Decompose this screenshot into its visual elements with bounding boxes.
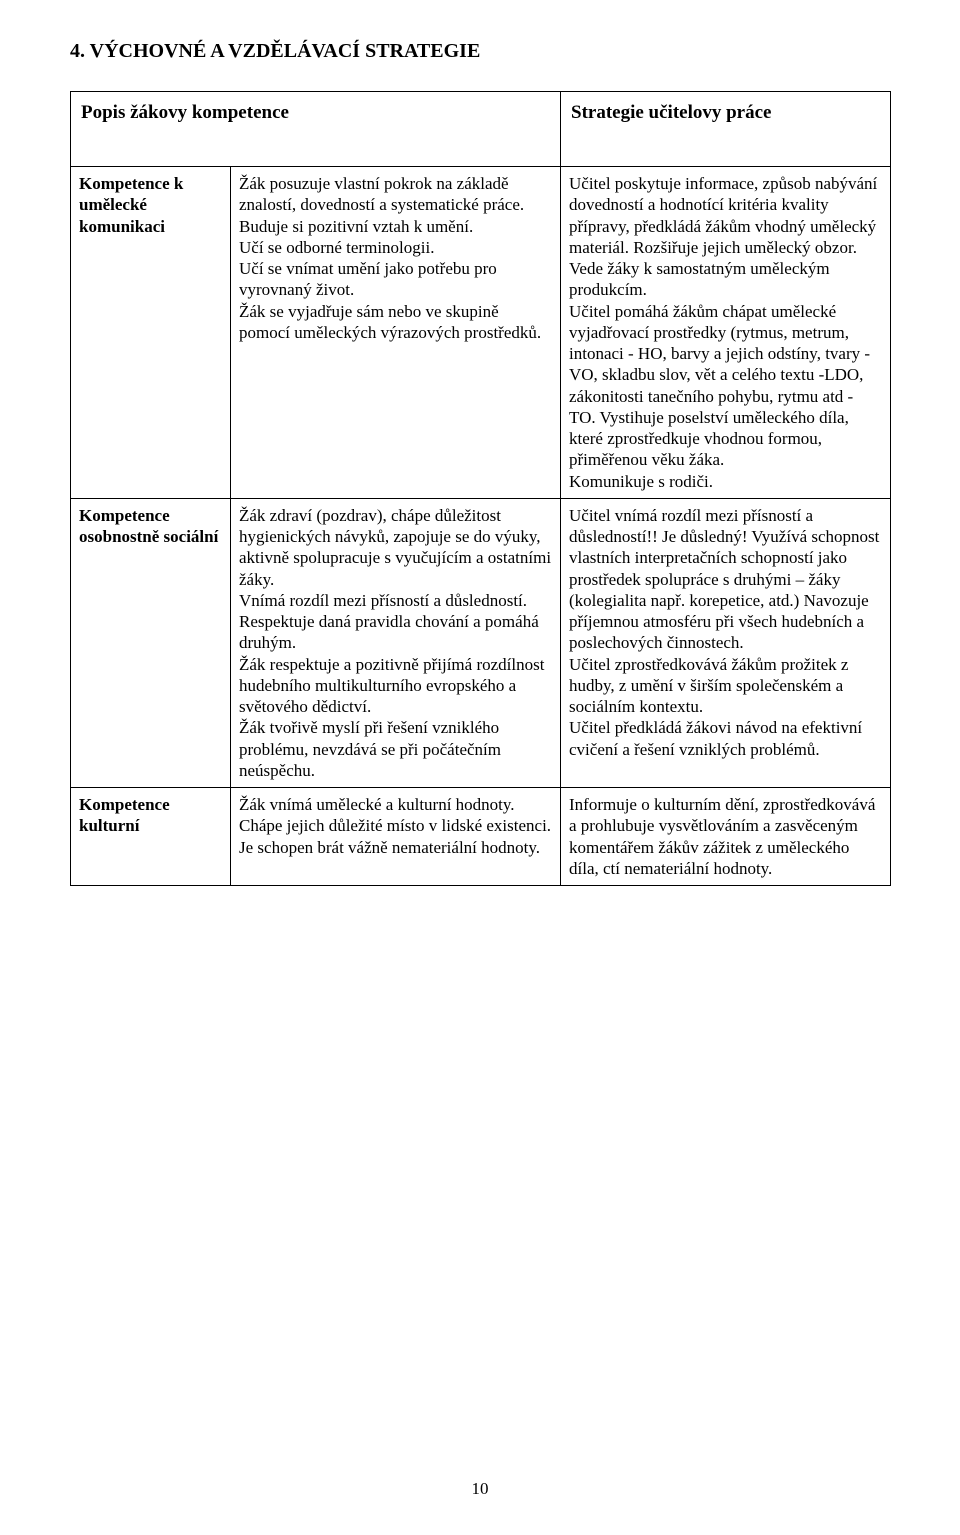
table-row: Kompetence k umělecké komunikaci Žák pos… [71,167,891,498]
header-cell-teacher: Strategie učitelovy práce [561,92,891,167]
teacher-cell: Učitel poskytuje informace, způsob nabýv… [561,167,891,498]
page-number: 10 [0,1479,960,1499]
header-table: Popis žákovy kompetence Strategie učitel… [70,91,891,167]
table-row: Kompetence osobnostně sociální Žák zdrav… [71,498,891,787]
teacher-cell: Učitel vnímá rozdíl mezi přísností a důs… [561,498,891,787]
student-cell: Žák posuzuje vlastní pokrok na základě z… [231,167,561,498]
student-cell: Žák zdraví (pozdrav), chápe důležitost h… [231,498,561,787]
body-table: Kompetence k umělecké komunikaci Žák pos… [70,167,891,886]
row-label: Kompetence kulturní [71,788,231,886]
row-label: Kompetence osobnostně sociální [71,498,231,787]
student-cell: Žák vnímá umělecké a kulturní hodnoty. C… [231,788,561,886]
row-label: Kompetence k umělecké komunikaci [71,167,231,498]
section-heading: 4. VÝCHOVNÉ A VZDĚLÁVACÍ STRATEGIE [70,40,890,63]
header-cell-student: Popis žákovy kompetence [71,92,561,167]
table-row: Kompetence kulturní Žák vnímá umělecké a… [71,788,891,886]
teacher-cell: Informuje o kulturním dění, zprostředkov… [561,788,891,886]
